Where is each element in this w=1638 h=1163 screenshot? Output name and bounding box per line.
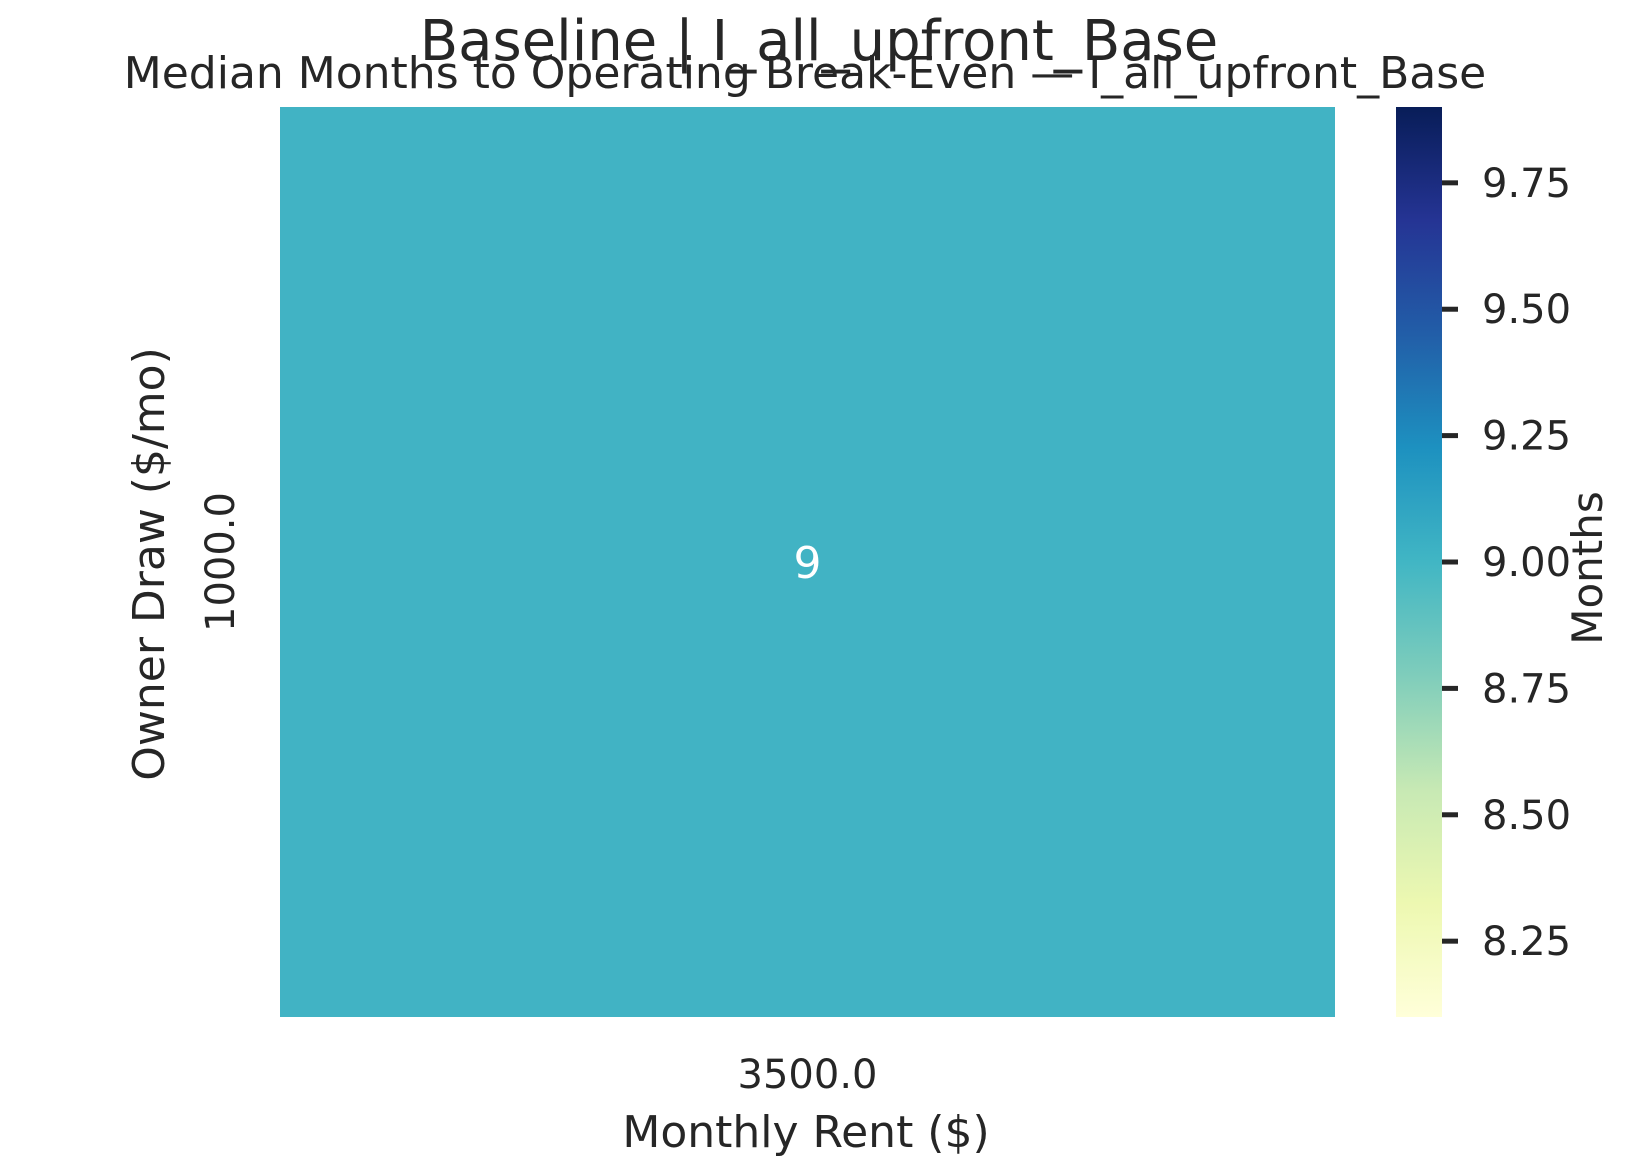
colorbar-tick-label: 9.75	[1482, 161, 1571, 207]
y-axis-label: Owner Draw ($/mo)	[124, 347, 175, 781]
colorbar-label: Months	[1563, 491, 1612, 645]
chart-title: Median Months to Operating Break-Even — …	[123, 48, 1487, 99]
heatmap-cells: 9	[280, 107, 1335, 1017]
colorbar	[1396, 107, 1442, 1017]
y-tick-label: 1000.0	[198, 492, 244, 632]
colorbar-tick-label: 9.50	[1482, 287, 1571, 333]
figure-suptitle: Baseline | I_all_upfront_Base	[419, 9, 1219, 74]
x-axis-label: Monthly Rent ($)	[622, 1107, 989, 1158]
cell-annotation: 9	[794, 538, 822, 589]
heatmap-cell	[280, 107, 1335, 1017]
colorbar-tick-label: 9.25	[1482, 414, 1571, 460]
x-tick-label: 3500.0	[738, 1052, 878, 1098]
colorbar-tick-label: 8.50	[1482, 793, 1571, 839]
colorbar-ticks: 8.25 8.50 8.75 9.00 9.25 9.50 9.75	[1442, 161, 1571, 965]
x-tick-labels: 3500.0	[738, 1052, 878, 1098]
colorbar-tick-label: 8.75	[1482, 666, 1571, 712]
colorbar-tick-label: 8.25	[1482, 919, 1571, 965]
y-tick-labels: 1000.0	[198, 492, 244, 632]
colorbar-tick-label: 9.00	[1482, 540, 1571, 586]
